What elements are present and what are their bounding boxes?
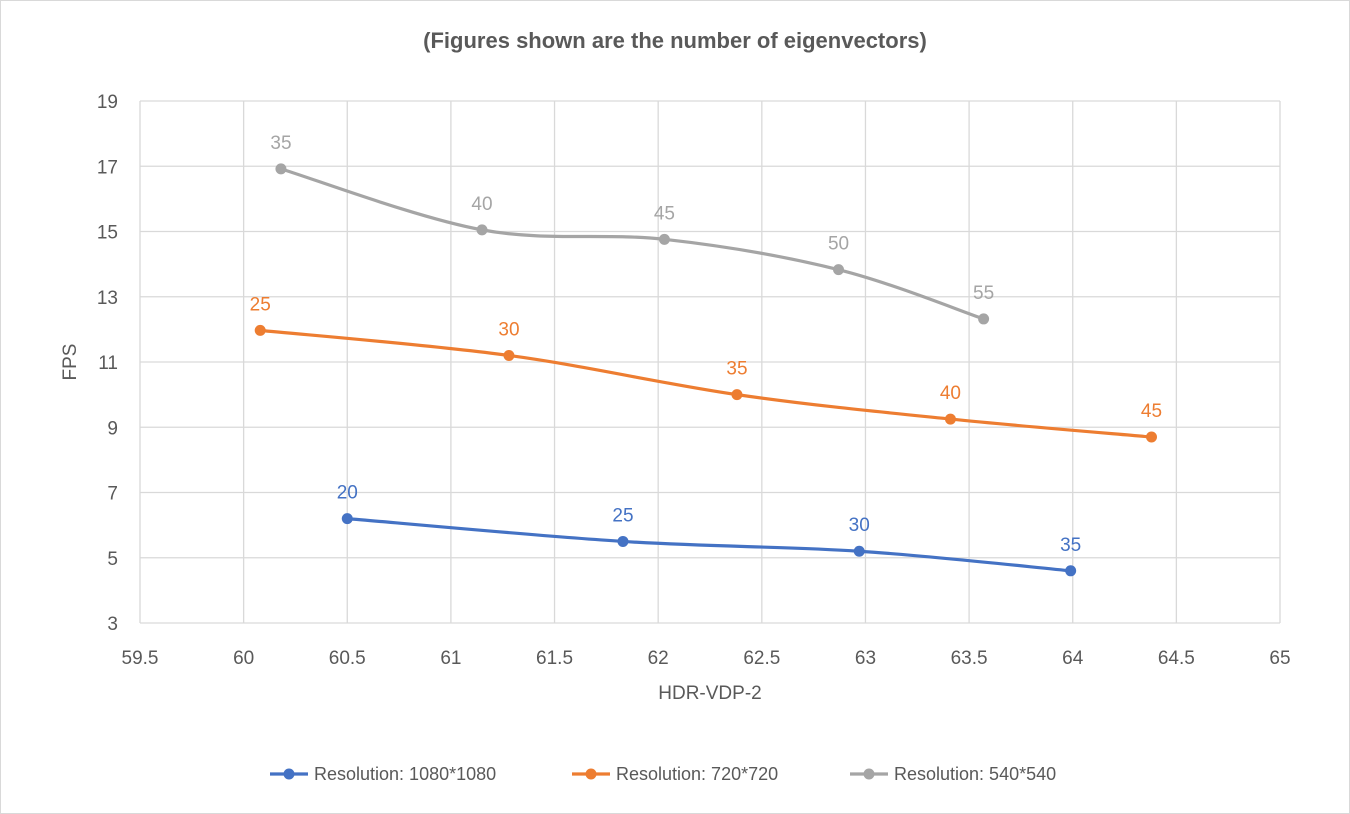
legend: Resolution: 1080*1080 Resolution: 720*720… xyxy=(270,764,1056,784)
data-label: 20 xyxy=(337,483,358,504)
y-tick-label: 9 xyxy=(107,418,118,439)
x-tick-label: 62 xyxy=(648,648,669,669)
x-tick-label: 62.5 xyxy=(743,648,780,669)
data-point xyxy=(275,163,287,175)
legend-marker xyxy=(585,768,597,780)
legend-label: Resolution: 540*540 xyxy=(894,764,1056,784)
data-point xyxy=(1145,431,1157,443)
x-axis-title: HDR-VDP-2 xyxy=(658,683,761,704)
series-group: 20 25 30 35 25 30 35 40 45 35 40 45 50 55 xyxy=(250,133,1162,577)
y-tick-label: 5 xyxy=(107,549,118,570)
x-tick-label: 64.5 xyxy=(1158,648,1195,669)
gridlines xyxy=(139,100,1281,624)
legend-item: Resolution: 1080*1080 xyxy=(270,764,496,784)
x-tick-label: 64 xyxy=(1062,648,1084,669)
legend-label: Resolution: 720*720 xyxy=(616,764,778,784)
x-tick-label: 60.5 xyxy=(329,648,366,669)
data-label: 25 xyxy=(250,294,271,315)
data-label: 45 xyxy=(1141,401,1162,422)
data-label: 50 xyxy=(828,234,849,255)
data-point xyxy=(341,513,353,525)
data-label: 40 xyxy=(940,383,961,404)
data-point xyxy=(617,535,629,547)
x-tick-label: 61.5 xyxy=(536,648,573,669)
x-tick-label: 59.5 xyxy=(122,648,159,669)
data-label: 25 xyxy=(612,505,633,526)
legend-marker xyxy=(863,768,875,780)
chart-title: (Figures shown are the number of eigenve… xyxy=(423,28,927,53)
x-tick-label: 63 xyxy=(855,648,876,669)
legend-item: Resolution: 720*720 xyxy=(572,764,778,784)
data-point xyxy=(658,233,670,245)
y-axis-title: FPS xyxy=(60,344,81,381)
data-label: 40 xyxy=(471,194,492,215)
data-point xyxy=(476,224,488,236)
y-tick-label: 3 xyxy=(107,614,118,635)
legend-label: Resolution: 1080*1080 xyxy=(314,764,496,784)
y-tick-label: 11 xyxy=(98,353,118,374)
y-tick-label: 7 xyxy=(107,484,118,505)
x-tick-label: 60 xyxy=(233,648,254,669)
series-line xyxy=(345,517,1073,573)
data-point xyxy=(853,545,865,557)
series-line xyxy=(258,328,1154,439)
x-tick-label: 65 xyxy=(1269,648,1290,669)
data-point xyxy=(254,324,266,336)
series-3: 35 40 45 50 55 xyxy=(270,133,994,325)
data-label: 35 xyxy=(270,133,291,154)
data-label: 55 xyxy=(973,283,994,304)
data-point xyxy=(731,389,743,401)
data-point xyxy=(503,349,515,361)
x-axis-ticks: 59.5 60 60.5 61 61.5 62 62.5 63 63.5 64 64.5 65 xyxy=(122,648,1291,669)
series-1: 20 25 30 35 xyxy=(337,483,1081,577)
data-label: 45 xyxy=(654,203,675,224)
data-point xyxy=(1065,565,1077,577)
y-tick-label: 13 xyxy=(97,288,118,309)
data-label: 30 xyxy=(849,515,870,536)
y-tick-label: 17 xyxy=(97,157,118,178)
series-2: 25 30 35 40 45 xyxy=(250,294,1162,443)
data-point xyxy=(833,264,845,276)
legend-marker xyxy=(283,768,295,780)
x-tick-label: 61 xyxy=(440,648,461,669)
data-point xyxy=(944,413,956,425)
data-label: 30 xyxy=(498,319,519,340)
legend-item: Resolution: 540*540 xyxy=(850,764,1056,784)
x-tick-label: 63.5 xyxy=(951,648,988,669)
data-point xyxy=(978,313,990,325)
data-label: 35 xyxy=(726,359,747,380)
data-label: 35 xyxy=(1060,535,1081,556)
y-axis-ticks: 3 5 7 9 11 13 15 17 19 xyxy=(97,92,118,635)
y-tick-label: 19 xyxy=(97,92,118,113)
y-tick-label: 15 xyxy=(97,223,118,244)
